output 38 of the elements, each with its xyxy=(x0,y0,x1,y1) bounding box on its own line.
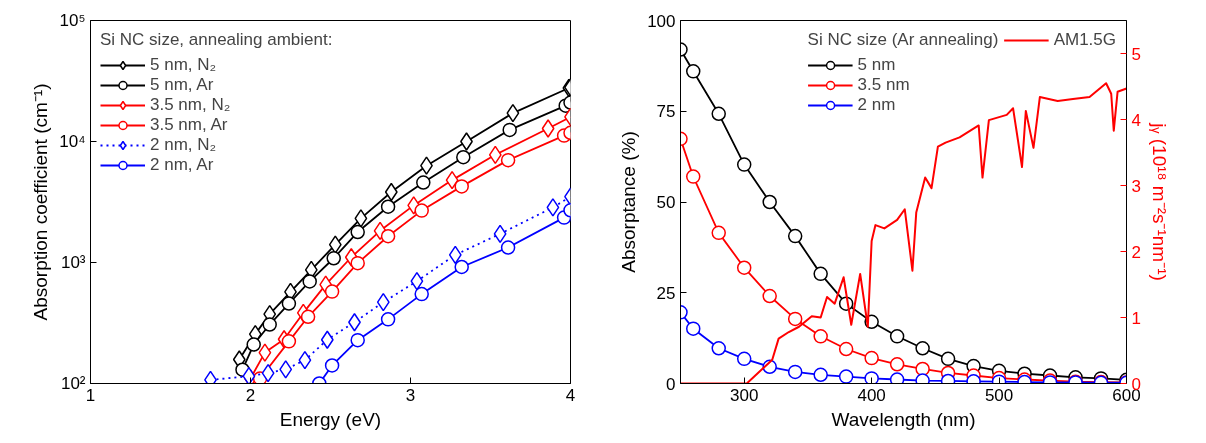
y-axis-title: Absorptance (%) xyxy=(618,131,640,273)
x-tick-label: 500 xyxy=(984,385,1014,405)
x-tick-label: 4 xyxy=(565,385,576,405)
y2-tick-label: 3 xyxy=(1131,176,1141,196)
legend-label: 3.5 nm, N₂ xyxy=(150,95,231,115)
legend-label: 2 nm xyxy=(857,95,896,115)
legend-label: 2 nm, N₂ xyxy=(150,135,217,155)
legend-label: 5 nm, Ar xyxy=(150,75,214,95)
legend-label: 3.5 nm xyxy=(857,75,910,95)
x-tick-label: 3 xyxy=(405,385,416,405)
y-tick-label: 25 xyxy=(656,283,676,303)
y2-tick-label: 1 xyxy=(1131,308,1141,328)
y2-tick-label: 5 xyxy=(1131,44,1141,64)
legend-title: Si NC size, annealing ambient: xyxy=(100,30,333,50)
x-axis-title: Energy (eV) xyxy=(279,408,382,430)
y-tick-label: 10³ xyxy=(60,253,86,272)
x-axis-title: Wavelength (nm) xyxy=(831,408,976,430)
legend-title: Si NC size (Ar annealing) xyxy=(807,30,999,50)
legend-label: 2 nm, Ar xyxy=(150,155,214,175)
y-axis-title: Absorption coefficient (cm⁻¹) xyxy=(30,83,52,321)
y2-tick-label: 2 xyxy=(1131,242,1141,262)
y-tick-label: 10² xyxy=(60,374,86,393)
y-tick-label: 75 xyxy=(656,102,676,122)
y-tick-label: 10⁴ xyxy=(59,132,86,151)
y-tick-label: 10⁵ xyxy=(59,11,86,30)
x-tick-label: 300 xyxy=(730,385,759,405)
x-tick-label: 1 xyxy=(85,385,96,405)
x-tick-label: 2 xyxy=(245,385,256,405)
x-tick-label: 400 xyxy=(857,385,886,405)
legend-label: AM1.5G xyxy=(1053,30,1116,50)
legend-label: 5 nm, N₂ xyxy=(150,55,217,75)
y-tick-label: 50 xyxy=(656,193,676,212)
y-tick-label: 0 xyxy=(666,374,676,394)
legend-label: 5 nm xyxy=(857,55,896,75)
y2-tick-label: 4 xyxy=(1131,110,1141,130)
y-tick-label: 100 xyxy=(647,11,676,31)
legend-label: 3.5 nm, Ar xyxy=(150,115,228,135)
y2-axis-title: jᵧ (10¹⁸ m⁻²s⁻¹nm⁻¹) xyxy=(1148,122,1170,281)
